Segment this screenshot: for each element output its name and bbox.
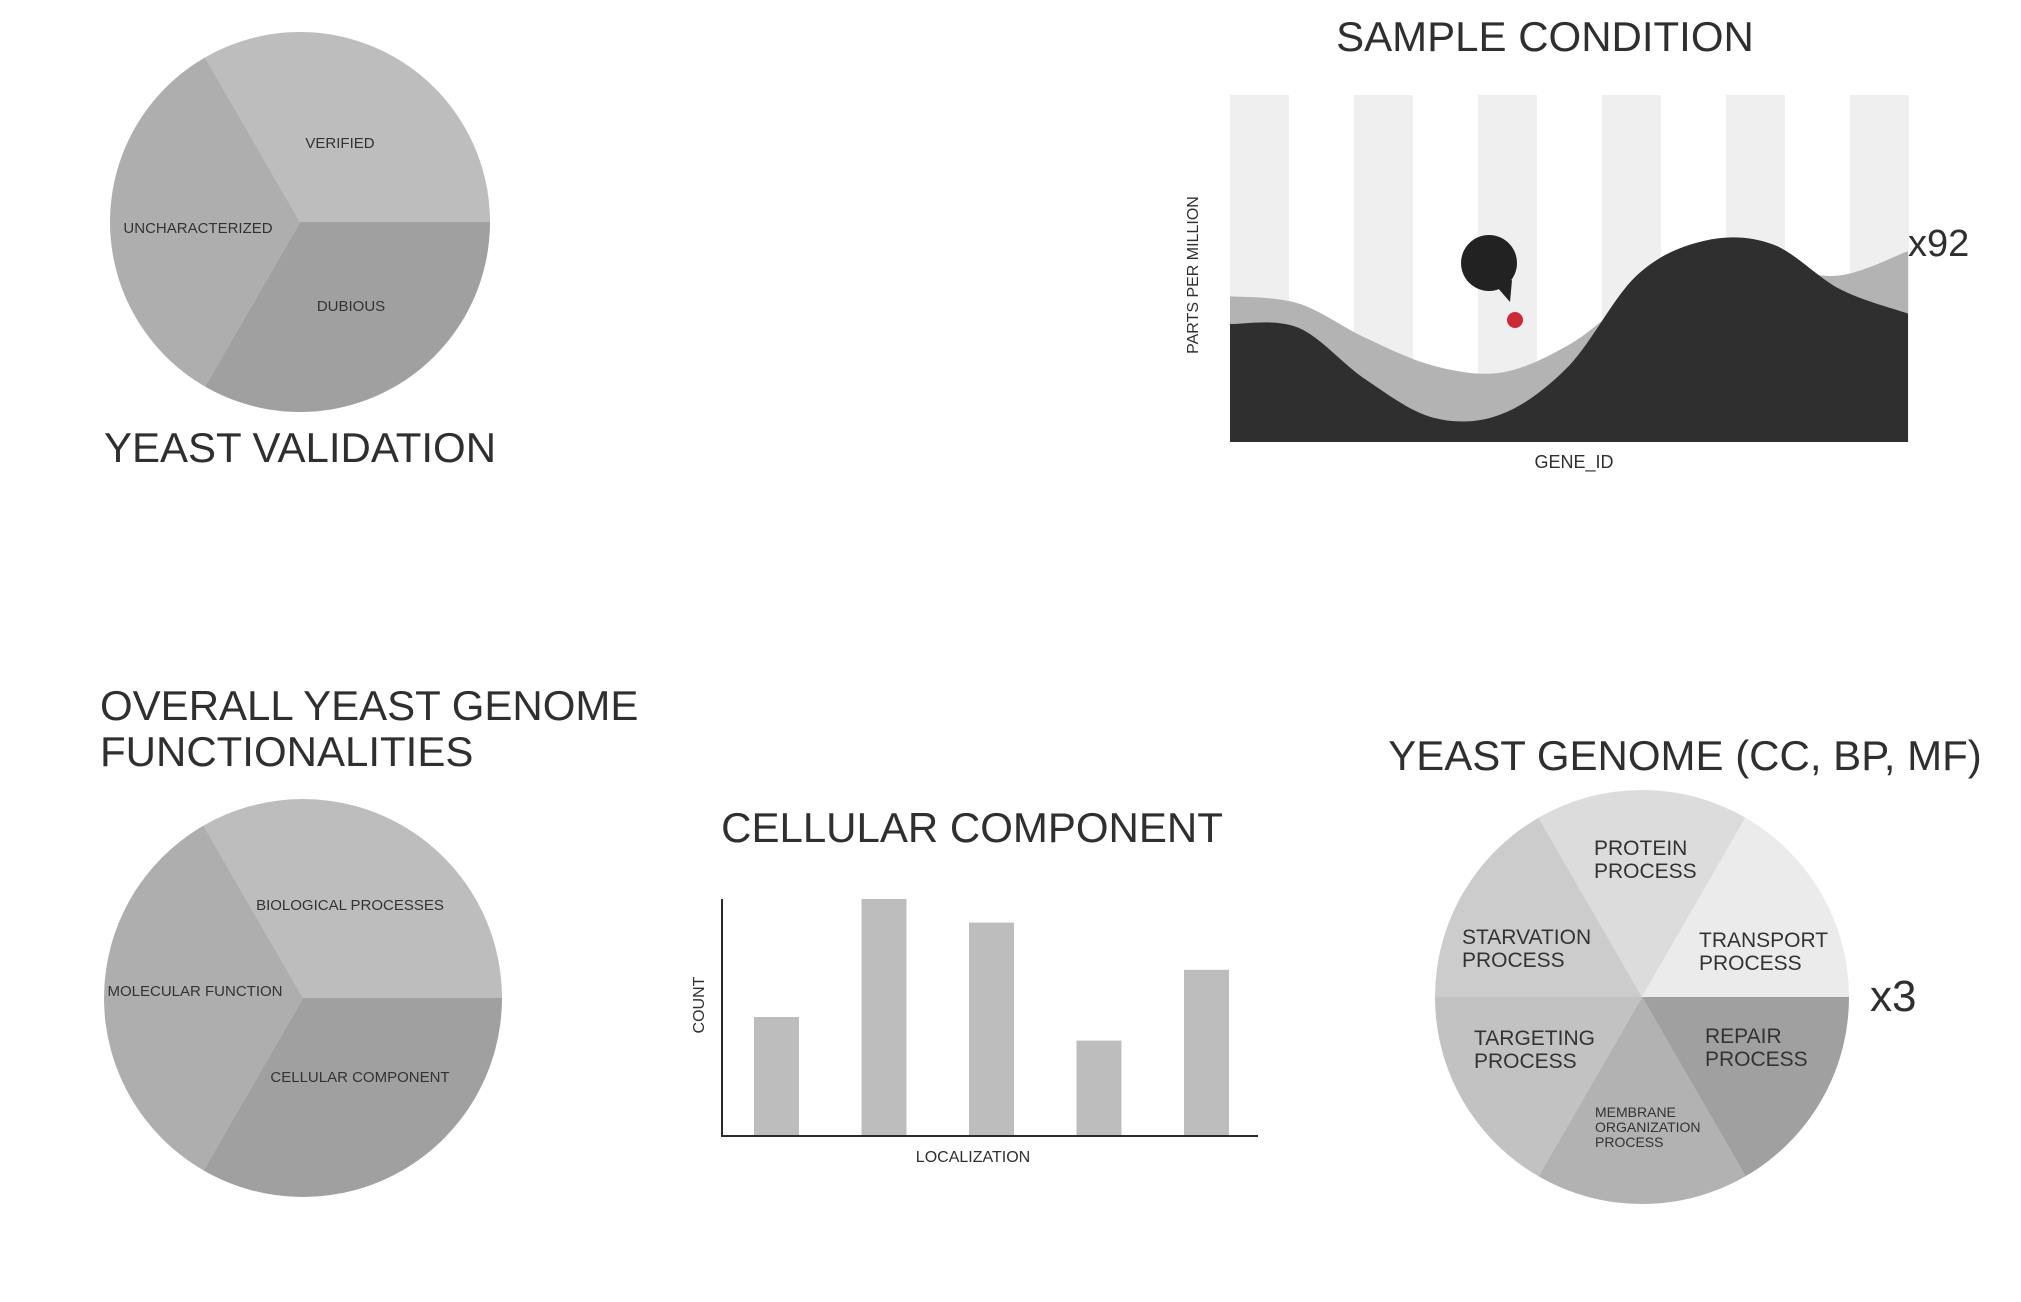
pie-label-line: REPAIR [1705, 1025, 1782, 1048]
sample-condition-multiplier: x92 [1908, 223, 1969, 265]
ccbpmf-title: YEAST GENOME (CC, BP, MF) [1388, 732, 1982, 779]
pie-label-line: PROCESS [1595, 1134, 1663, 1150]
pie-slice-targeting-process [1435, 997, 1642, 1177]
pie-slice-transport-process [1642, 817, 1849, 997]
pie-slices [1435, 789, 1849, 1205]
callout-bubble [1461, 235, 1517, 302]
pie-slices [110, 32, 490, 412]
bar-3 [969, 922, 1014, 1135]
pie-label-cellular-component: CELLULAR COMPONENT [270, 1069, 449, 1086]
pie-slice-verified [205, 32, 490, 223]
bar-2 [861, 899, 907, 1135]
ccbpmf-multiplier: x3 [1870, 972, 1916, 1021]
pie-label-line: PROCESS [1705, 1048, 1808, 1071]
pie-slice-protein-process [1538, 789, 1746, 997]
pie-label-line: TRANSPORT [1699, 929, 1828, 952]
pie-slice-membrane-organization-process [1538, 997, 1746, 1205]
bar-1 [754, 1017, 799, 1135]
pie-label-line: STARVATION [1462, 926, 1591, 949]
pie-labels: VERIFIED DUBIOUS UNCHARACTERIZED [123, 135, 385, 315]
cellular-component-ylabel: COUNT [691, 976, 708, 1033]
yeast-validation-pie: VERIFIED DUBIOUS UNCHARACTERIZED [110, 32, 490, 412]
pie-label-line: PROCESS [1462, 949, 1565, 972]
pie-slice-uncharacterized [110, 57, 301, 387]
pie-label-verified: VERIFIED [305, 135, 374, 152]
pie-label-line: ORGANIZATION [1595, 1119, 1701, 1135]
bar-5 [1184, 969, 1229, 1135]
cellular-component-bar-chart [721, 899, 1258, 1137]
pie-label-targeting-process: TARGETING PROCESS [1474, 1027, 1595, 1073]
sample-condition-xlabel: GENE_ID [1534, 452, 1613, 473]
pie-label-biological-processes: BIOLOGICAL PROCESSES [256, 897, 444, 914]
pie-label-starvation-process: STARVATION PROCESS [1462, 926, 1591, 972]
pie-slices [103, 798, 502, 1198]
pie-label-line: PROCESS [1594, 860, 1697, 883]
sample-condition-title: SAMPLE CONDITION [1336, 13, 1754, 60]
sample-condition-ylabel: PARTS PER MILLION [1185, 196, 1202, 354]
pie-label-line: PROTEIN [1594, 837, 1687, 860]
pie-label-membrane-organization-process: MEMBRANE ORGANIZATION PROCESS [1595, 1104, 1701, 1150]
pie-label-line: PROCESS [1474, 1050, 1577, 1073]
pie-slice-biological-processes [203, 798, 502, 998]
pie-slice-starvation-process [1435, 817, 1642, 997]
pie-label-dubious: DUBIOUS [317, 298, 385, 315]
pie-label-line: TARGETING [1474, 1027, 1595, 1050]
pie-label-protein-process: PROTEIN PROCESS [1594, 837, 1697, 883]
functionalities-title-line1: OVERALL YEAST GENOME [100, 682, 638, 729]
pie-label-transport-process: TRANSPORT PROCESS [1699, 929, 1828, 975]
pie-slice-repair-process [1642, 997, 1849, 1177]
cellular-component-xlabel: LOCALIZATION [916, 1149, 1030, 1166]
highlight-marker [1507, 312, 1523, 328]
pie-label-repair-process: REPAIR PROCESS [1705, 1025, 1808, 1071]
pie-slice-molecular-function [103, 825, 303, 1171]
series-front-area [1230, 237, 1908, 442]
functionalities-title-line2: FUNCTIONALITIES [100, 728, 473, 775]
pie-label-molecular-function: MOLECULAR FUNCTION [107, 983, 282, 1000]
pie-label-uncharacterized: UNCHARACTERIZED [123, 220, 272, 237]
bar-4 [1076, 1040, 1122, 1135]
pie-label-line: PROCESS [1699, 952, 1802, 975]
pie-labels: BIOLOGICAL PROCESSES CELLULAR COMPONENT MO… [107, 897, 449, 1086]
yeast-validation-title: YEAST VALIDATION [104, 424, 496, 471]
sample-condition-area-chart [1230, 95, 1909, 442]
pie-label-line: MEMBRANE [1595, 1104, 1676, 1120]
bars [754, 899, 1229, 1135]
cellular-component-title: CELLULAR COMPONENT [721, 804, 1223, 851]
functionalities-pie: BIOLOGICAL PROCESSES CELLULAR COMPONENT MO… [103, 798, 502, 1198]
pie-slice-dubious [205, 222, 490, 412]
pie-slice-cellular-component [203, 998, 502, 1198]
